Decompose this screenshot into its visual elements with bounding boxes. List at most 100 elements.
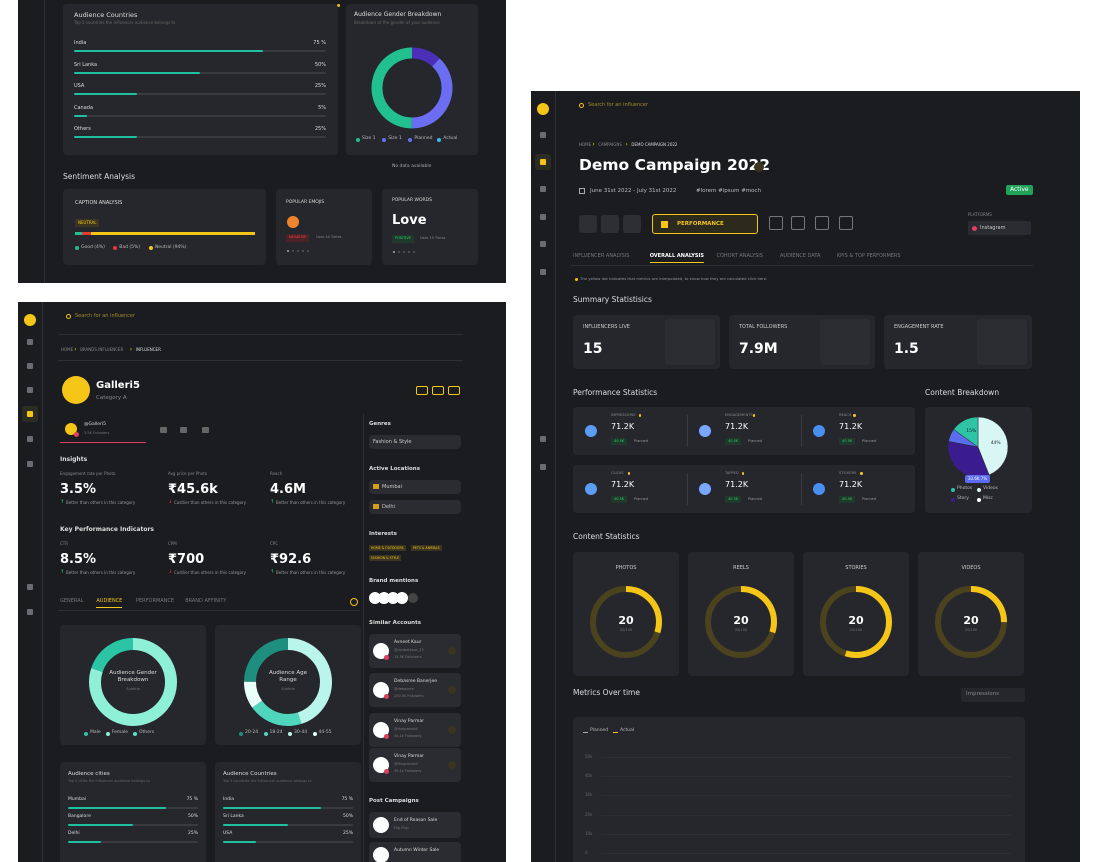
campaign-name: Autumn Winter Sale [394, 848, 440, 853]
trend-icon: ↑ [270, 569, 275, 575]
row-value: 50% [187, 814, 198, 819]
legend-swatch [408, 137, 413, 142]
card-title: Audience cities [68, 771, 110, 777]
bar-fill [74, 50, 263, 52]
bar-track [68, 823, 198, 826]
tab[interactable]: AUDIENCE DATA [780, 253, 821, 259]
action-button[interactable] [416, 386, 428, 395]
section-icon[interactable] [601, 215, 619, 233]
breadcrumb-arrow: › [129, 346, 133, 353]
sidebar-icon[interactable] [540, 132, 546, 138]
tab[interactable]: PERFORMANCE [136, 598, 175, 604]
action-button[interactable] [448, 386, 460, 395]
section-button[interactable]: PERFORMANCE [652, 214, 758, 234]
pie-label: 44% [990, 440, 1001, 446]
sidebar-icon[interactable] [540, 214, 546, 220]
sidebar-icon[interactable] [27, 461, 33, 467]
sidebar-icon[interactable] [27, 584, 33, 590]
note-dot [574, 277, 578, 281]
account-followers: 15.5K Followers [394, 655, 422, 659]
metrics-card: Planned Actual 50k 40k 30k 20k 10k 0 [573, 717, 1025, 862]
legend-label: Story [957, 496, 969, 501]
content-label: STORIES [845, 565, 867, 571]
section-icon[interactable] [769, 216, 783, 230]
sidebar-icon[interactable] [540, 269, 546, 275]
donut-card: Audience Age Range Subtitle 20-24 18-24 30-4… [215, 625, 361, 745]
section-icon[interactable] [815, 216, 829, 230]
tab[interactable]: OVERALL ANALYSIS [649, 254, 704, 263]
action-button[interactable] [432, 386, 444, 395]
tab[interactable]: INFLUENCER ANALYSIS [573, 253, 630, 259]
donut-subtitle: Subtitle [281, 687, 295, 691]
row-value: 50% [314, 61, 326, 68]
sidebar-icon[interactable] [540, 464, 546, 470]
legend-label: Bad (5%) [119, 244, 141, 250]
sidebar-icon[interactable] [540, 186, 546, 192]
countries-card: Audience Countries Top 5 countries the in… [63, 4, 338, 155]
chip-label: Mumbai [382, 483, 402, 490]
metric-label: ENGAGEMENTS [725, 413, 753, 417]
add-button[interactable] [448, 647, 456, 655]
account-badge [383, 733, 389, 739]
section-icon[interactable] [623, 215, 641, 233]
search-input[interactable]: Search for an influencer [75, 313, 136, 319]
sidebar-icon[interactable] [27, 339, 33, 345]
tab[interactable]: BRAND AFFINITY [185, 598, 227, 604]
section-icon[interactable] [579, 215, 597, 233]
card-title: POPULAR EMOJIS [286, 200, 325, 205]
sidebar-icon[interactable] [27, 436, 33, 442]
sidebar-icon[interactable] [27, 411, 33, 417]
section-icon[interactable] [839, 216, 853, 230]
metric-note: Better than others in this category [276, 500, 346, 505]
search-input[interactable]: Search for an influencer [588, 102, 649, 108]
tab[interactable]: COHORT ANALYSIS [716, 253, 763, 259]
add-button[interactable] [448, 761, 456, 769]
donut-segment [89, 638, 177, 726]
content-sub: 20/100 [849, 628, 863, 632]
tab[interactable]: AUDIENCE [96, 599, 123, 608]
sidebar-icon[interactable] [540, 159, 546, 165]
campaign-avatar [373, 847, 389, 862]
metric-value: ₹92.6 [270, 552, 312, 567]
sidebar-icon[interactable] [540, 241, 546, 247]
pager-dot [392, 250, 396, 254]
tab[interactable]: GENERAL [60, 598, 84, 604]
metric-select[interactable]: Impressions [961, 688, 1025, 702]
instagram-icon [971, 225, 977, 231]
planned-value: 40.5K [611, 438, 628, 445]
y-tick-label: 30k [585, 792, 593, 798]
performance-card: CLICKS 71.2K 40.5K Planned TAPPED 71.2K 40.5K P… [573, 465, 915, 513]
bar-track [74, 136, 326, 138]
platforms-label: PLATFORMS [968, 212, 992, 217]
metric-icon [699, 425, 711, 437]
row-name: India [223, 797, 235, 802]
metric-value: 71.2K [611, 480, 635, 489]
title-dropdown[interactable] [754, 162, 764, 172]
platform-select[interactable]: Instagram [968, 221, 1031, 235]
pager-dot [296, 249, 300, 253]
pager-dot [407, 250, 411, 254]
sidebar-icon[interactable] [540, 436, 546, 442]
trend-icon: ↑ [270, 499, 275, 505]
row-value: 5% [318, 104, 326, 111]
add-button[interactable] [448, 686, 456, 694]
add-button[interactable] [448, 726, 456, 734]
sidebar-icon[interactable] [27, 609, 33, 615]
pie-slice [953, 416, 979, 448]
section-icon[interactable] [791, 216, 805, 230]
badge: NEUTRAL [75, 219, 100, 227]
tab[interactable]: KPIS & TOP PERFORMERS [836, 253, 901, 259]
planned-value: 40.5K [611, 496, 628, 503]
sidebar-icon[interactable] [27, 387, 33, 393]
legend-swatch [288, 731, 292, 736]
row-name: Bangalore [68, 814, 91, 819]
emoji-card: POPULAR EMOJIS NEGATIVE Uses 40 Times [276, 189, 372, 265]
handle: @Galleri5 [84, 422, 106, 427]
content-card: VIDEOS 20 20/100 [918, 552, 1024, 676]
breadcrumb-arrow: › [592, 141, 595, 148]
campaign-avatar [373, 817, 389, 833]
sidebar-icon[interactable] [27, 363, 33, 369]
donut-title: Audience Age Range [269, 670, 307, 684]
breadcrumb-item: DEMO CAMPAIGN 2022 [631, 142, 678, 147]
overview-panel: Audience Countries Top 5 countries the in… [18, 0, 506, 283]
